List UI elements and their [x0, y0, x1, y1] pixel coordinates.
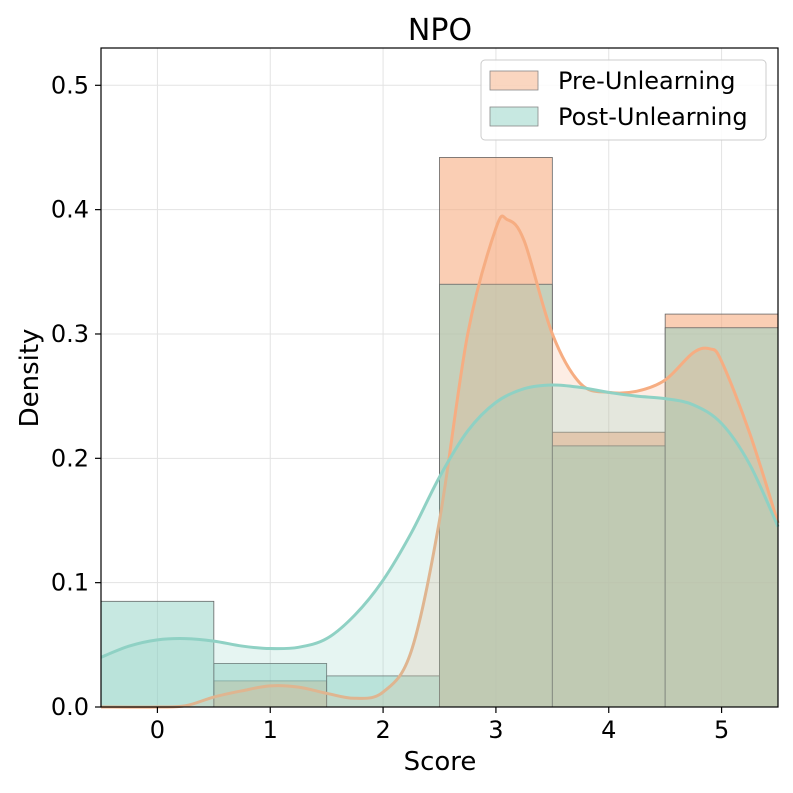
- bar-post-unlearning-3: [439, 283, 553, 708]
- plot-frame: [100, 47, 779, 708]
- kde-line-post-unlearning: [100, 383, 780, 659]
- y-tick-label: 0.5: [51, 71, 89, 99]
- legend-swatch-pre-unlearning: [489, 70, 539, 91]
- y-tick-label: 0.3: [51, 320, 89, 348]
- x-tick-label: 4: [601, 716, 616, 744]
- bar-post-unlearning-4: [551, 445, 666, 708]
- bar-post-unlearning-0: [100, 600, 215, 708]
- y-tick-label: 0.1: [51, 569, 89, 597]
- x-tick-label: 5: [714, 716, 729, 744]
- axis-ticks: 0 1 2 3 4 5 0.0 0.1 0.2 0.3 0.4 0.5: [51, 71, 729, 744]
- y-axis-label: Density: [15, 329, 45, 428]
- legend: Pre-Unlearning Post-Unlearning: [480, 59, 767, 141]
- kde-area-post-unlearning: [101, 384, 778, 707]
- legend-label-post-unlearning: Post-Unlearning: [558, 103, 748, 131]
- y-tick-label: 0.0: [51, 693, 89, 721]
- kde-line-pre-unlearning: [100, 214, 780, 709]
- kde-area-pre-unlearning: [101, 216, 778, 708]
- legend-label-pre-unlearning: Pre-Unlearning: [558, 67, 736, 95]
- x-axis-label: Score: [404, 747, 477, 777]
- x-tick-label: 3: [488, 716, 503, 744]
- legend-box: [480, 59, 767, 141]
- y-tick-label: 0.2: [51, 444, 89, 472]
- x-tick-label: 1: [263, 716, 278, 744]
- x-tick-label: 2: [375, 716, 390, 744]
- kde-curves: [100, 214, 780, 709]
- x-tick-label: 0: [150, 716, 165, 744]
- chart-title: NPO: [408, 13, 472, 48]
- y-tick-label: 0.4: [51, 196, 89, 224]
- legend-swatch-post-unlearning: [489, 106, 539, 127]
- bar-post-unlearning-5: [664, 327, 779, 708]
